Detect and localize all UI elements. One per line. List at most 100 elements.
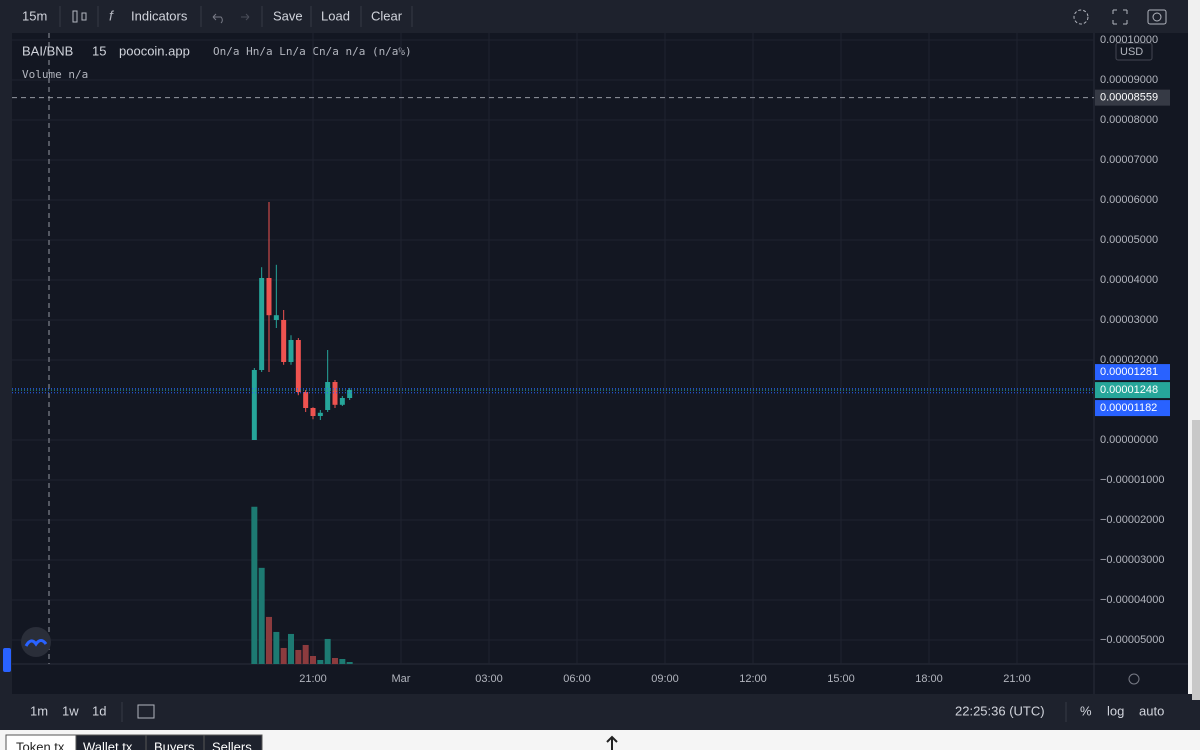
time-axis [12,664,1094,694]
chart-type-icon[interactable] [72,10,87,23]
y-tick-label: 0.00003000 [1100,314,1158,326]
volume-bar [332,657,338,664]
volume-bar [295,649,302,664]
x-tick-label: 15:00 [827,673,855,685]
tab-label[interactable]: Token tx [16,739,65,750]
currency[interactable]: USD [1120,46,1143,58]
interval-button[interactable]: 15m [22,8,47,23]
y-tick-label: 0.00005000 [1100,234,1158,246]
candle-body [317,412,323,416]
volume-bar [317,659,324,664]
x-tick-label: 06:00 [563,673,591,685]
auto-button[interactable]: auto [1139,703,1164,718]
tabs: Token tx Wallet tx Buyers Sellers [5,734,263,750]
y-tick-label: 0.00002000 [1100,354,1158,366]
price-axis [1094,33,1188,694]
currency-box[interactable] [1115,42,1153,61]
volume-legend: Volume n/a [22,68,88,81]
volume-bar [346,661,353,664]
price-badge-label: 0.00001281 [1100,366,1158,378]
candle-body [251,370,257,440]
load-button[interactable]: Load [321,8,350,23]
volume-bar [310,655,316,664]
clock: 22:25:36 (UTC) [955,703,1045,718]
save-button[interactable]: Save [273,8,303,23]
candle-body [332,382,338,405]
range-button[interactable]: 1w [62,703,79,718]
x-tick-label: 12:00 [739,673,767,685]
axis-settings[interactable] [1128,673,1140,685]
x-tick-label: Mar [392,673,411,685]
tab-bar [0,730,1200,750]
left-strip [0,33,12,694]
legend-interval: 15 [92,43,106,58]
date-range-icon[interactable] [137,704,155,719]
candle-body [325,382,331,410]
scroll-up-arrow[interactable] [606,735,618,750]
volume-bar [302,644,309,664]
side-toggle[interactable] [3,648,11,672]
x-tick-label: 21:00 [299,673,327,685]
clear-button[interactable]: Clear [371,8,403,23]
settings-icon[interactable] [1073,9,1089,25]
candle-body [303,392,309,408]
range-button[interactable]: 1d [92,703,106,718]
volume-bar [324,638,331,664]
price-badge-label: 0.00001248 [1100,384,1158,396]
redo-icon[interactable] [241,13,250,21]
price-badge [1095,382,1170,399]
candle-body [281,320,287,362]
y-tick-label: −0.00004000 [1100,594,1165,606]
y-tick-label: −0.00001000 [1100,474,1165,486]
volume-bar [258,567,265,664]
candle-body [310,408,316,416]
indicators-button[interactable]: Indicators [131,8,188,23]
y-tick-label: 0.00006000 [1100,194,1158,206]
range-button[interactable]: 1m [30,703,48,718]
tv-logo-mark [24,639,48,647]
log-button[interactable]: log [1107,703,1124,718]
x-tick-label: 03:00 [475,673,503,685]
fx-icon[interactable]: f [109,8,115,24]
volume-bar [266,616,272,664]
y-tick-label: 0.00009000 [1100,74,1158,86]
screenshot-icon[interactable] [1147,9,1167,25]
y-tick-label: −0.00005000 [1100,634,1165,646]
y-tick-label: 0.00010000 [1100,34,1158,46]
crosshair-label: 0.00008559 [1100,92,1158,104]
x-tick-label: 21:00 [1003,673,1031,685]
x-tick-label: 09:00 [651,673,679,685]
y-tick-label: 0.00007000 [1100,154,1158,166]
chart-pane [12,33,1094,664]
scroll-thumb[interactable] [1192,420,1200,700]
volume-bar [273,631,280,664]
price-badge [1095,364,1170,381]
candle-body [339,398,345,405]
y-tick-label: 0.00000000 [1100,434,1158,446]
candle-body [288,340,294,362]
candle-body [347,390,353,398]
percent-button[interactable]: % [1080,703,1092,718]
y-tick-label: −0.00002000 [1100,514,1165,526]
tab-label[interactable]: Sellers [212,739,252,750]
tab-label[interactable]: Buyers [154,739,195,750]
plot [12,33,1094,664]
candle-body [266,278,272,316]
volume-bar [288,633,294,664]
candle-body [273,315,279,320]
price-badge [1095,400,1170,417]
ohlc: On/a Hn/a Ln/a Cn/a n/a (n/a%) [213,45,412,58]
toolbar [0,0,1188,33]
fullscreen-icon[interactable] [1112,9,1128,25]
tab[interactable] [203,734,263,750]
tab-label[interactable]: Wallet tx [83,739,133,750]
volume-bar [251,506,258,664]
price-badge-label: 0.00001182 [1100,402,1157,414]
y-tick-label: 0.00004000 [1100,274,1158,286]
undo-icon[interactable] [212,13,223,24]
candle-body [259,278,265,370]
legend-source: poocoin.app [119,43,190,58]
y-tick-label: 0.00008000 [1100,114,1158,126]
volume-bar [339,658,346,664]
